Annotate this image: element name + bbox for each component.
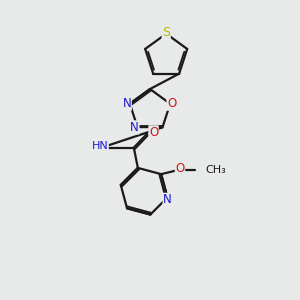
- Text: CH₃: CH₃: [205, 165, 226, 175]
- Text: HN: HN: [92, 141, 108, 151]
- Text: S: S: [162, 26, 170, 39]
- Text: N: N: [163, 193, 172, 206]
- Text: N: N: [122, 97, 131, 110]
- Text: N: N: [130, 121, 139, 134]
- Text: O: O: [176, 162, 185, 175]
- Text: O: O: [149, 126, 158, 139]
- Text: O: O: [167, 97, 176, 110]
